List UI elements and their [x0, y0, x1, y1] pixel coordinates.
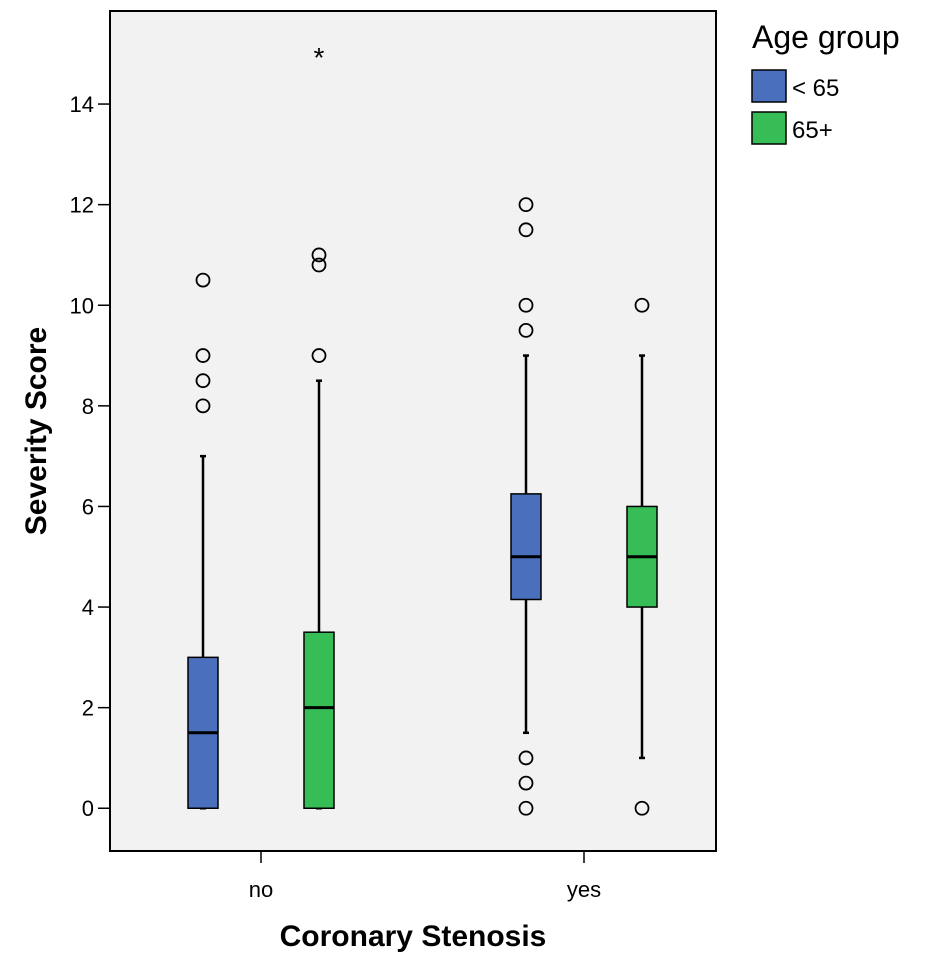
- outlier-point: [634, 297, 650, 313]
- legend-title: Age group: [752, 19, 900, 55]
- box-65-no: [187, 272, 219, 810]
- y-tick-label: 6: [82, 494, 94, 519]
- outlier-point: [518, 197, 534, 213]
- outlier-point: [311, 257, 327, 273]
- outlier-point: [518, 297, 534, 313]
- outlier-point: [518, 800, 534, 816]
- box-65-yes: [510, 197, 542, 816]
- legend-swatch-65-plus: [751, 111, 787, 145]
- outlier-point: [518, 775, 534, 791]
- legend-swatch-under-65: [751, 69, 787, 103]
- outlier-point: [195, 373, 211, 389]
- outlier-point: [311, 348, 327, 363]
- y-axis-title: Severity Score: [20, 327, 53, 535]
- outlier-point: [518, 222, 534, 238]
- outlier-point: [518, 323, 534, 338]
- outlier-point: [195, 272, 211, 288]
- x-tick-label: yes: [567, 877, 601, 902]
- box-65-no: *: [303, 42, 335, 810]
- box-65-yes: [626, 297, 658, 816]
- y-tick-label: 2: [82, 696, 94, 721]
- y-tick-label: 14: [70, 92, 94, 117]
- legend-label-65-plus: 65+: [792, 117, 833, 144]
- extreme-point: *: [314, 42, 325, 73]
- y-tick-label: 4: [82, 595, 94, 620]
- y-tick-label: 10: [70, 293, 94, 318]
- box-iqr: [303, 631, 335, 809]
- y-tick-label: 8: [82, 394, 94, 419]
- x-axis-title: Coronary Stenosis: [280, 920, 547, 953]
- outlier-point: [634, 800, 650, 816]
- box-iqr: [510, 493, 542, 601]
- y-tick-label: 0: [82, 796, 94, 821]
- legend-label-under-65: < 65: [792, 75, 839, 102]
- outlier-point: [195, 398, 211, 414]
- outlier-point: [518, 750, 534, 766]
- outlier-point: [311, 247, 327, 263]
- y-tick-label: 12: [70, 193, 94, 218]
- legend: Age group < 65 65+: [751, 19, 900, 145]
- outlier-point: [195, 348, 211, 363]
- x-tick-label: no: [249, 877, 273, 902]
